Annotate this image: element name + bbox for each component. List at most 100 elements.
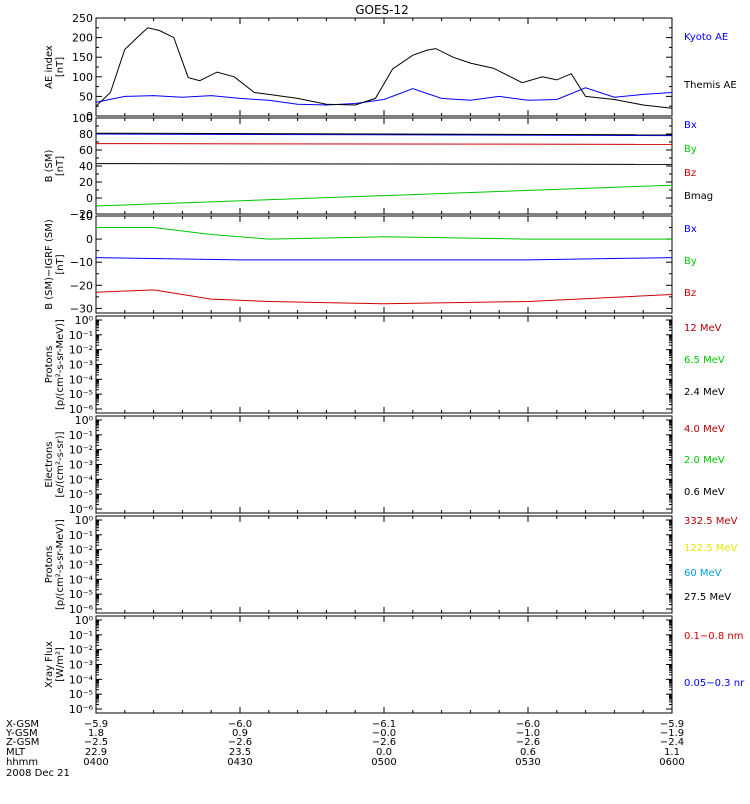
y-axis-label: B (SM)−IGRF (SM) xyxy=(44,219,55,310)
orbit-cell: −1.0 xyxy=(516,728,540,739)
y-tick-label: 10⁻³ xyxy=(69,659,93,672)
y-tick-label: 10⁻³ xyxy=(69,559,93,572)
y-tick-label: 10⁻⁴ xyxy=(69,473,94,486)
panel-frame xyxy=(95,17,673,117)
y-tick-label: 0 xyxy=(86,110,93,123)
orbit-cell: −0.0 xyxy=(372,728,396,739)
orbit-row-label: MLT xyxy=(6,747,26,758)
y-tick-label: 10⁻⁴ xyxy=(69,673,94,686)
y-tick-label: 10⁻² xyxy=(69,444,93,457)
y-tick-label: 80 xyxy=(79,128,93,141)
y-tick-label: 10⁰ xyxy=(75,614,94,627)
y-tick-label: 10⁻⁵ xyxy=(69,688,93,701)
y-tick-label: 10⁰ xyxy=(75,514,94,527)
legend-entry: Bx xyxy=(684,120,697,131)
y-tick-label: 40 xyxy=(79,160,93,173)
y-axis-label: Xray Flux xyxy=(44,641,55,688)
y-tick-label: 50 xyxy=(79,90,93,103)
y-tick-label: 0 xyxy=(86,192,93,205)
orbit-cell: 0.9 xyxy=(232,728,248,739)
y-axis-label: [W/m²] xyxy=(55,647,66,682)
legend-entry: 0.05−0.3 nr xyxy=(684,678,745,689)
series-line xyxy=(95,184,673,207)
y-tick-label: 10⁻⁵ xyxy=(69,388,93,401)
y-tick-label: 10⁻⁶ xyxy=(69,403,94,416)
y-tick-label: 10⁻⁶ xyxy=(69,603,94,616)
y-tick-label: 10⁻⁶ xyxy=(69,703,94,716)
y-tick-label: 10⁻³ xyxy=(69,459,93,472)
legend-entry: Themis AE xyxy=(683,80,737,91)
orbit-cell: −6.0 xyxy=(228,719,252,730)
y-axis-label: Electrons xyxy=(44,441,55,487)
figure-title: GOES-12 xyxy=(355,3,409,17)
y-axis-label: [nT] xyxy=(55,254,66,274)
series-line xyxy=(95,132,673,136)
y-tick-label: 10⁻¹ xyxy=(69,329,93,342)
y-tick-label: 60 xyxy=(79,144,93,157)
panel-frame xyxy=(95,515,673,614)
series-line xyxy=(96,227,672,240)
y-tick-label: 10⁰ xyxy=(75,414,94,427)
y-axis-label: Protons xyxy=(44,346,55,383)
orbit-row-label: Z-GSM xyxy=(6,737,39,748)
orbit-cell: −2.6 xyxy=(228,737,252,748)
y-axis-label: [p/(cm²-s-sr-MeV)] xyxy=(55,519,66,610)
y-tick-label: 20 xyxy=(79,176,93,189)
y-axis-label: [nT] xyxy=(55,57,66,77)
orbit-cell: 22.9 xyxy=(85,747,107,758)
legend-entry: Kyoto AE xyxy=(684,32,728,43)
y-tick-label: 10⁻¹ xyxy=(69,429,93,442)
series-line xyxy=(95,163,673,165)
y-axis-label: [nT] xyxy=(55,156,66,176)
orbit-cell: −2.6 xyxy=(372,737,396,748)
legend-entry: Bz xyxy=(684,168,696,179)
legend-entry: Bz xyxy=(684,288,696,299)
orbit-cell: −6.0 xyxy=(516,719,540,730)
y-tick-label: −20 xyxy=(70,208,93,221)
orbit-cell: −2.5 xyxy=(84,737,108,748)
y-tick-label: −20 xyxy=(70,279,93,292)
y-tick-label: 10 xyxy=(79,210,93,223)
series-line xyxy=(95,257,673,261)
panel-1: 0 50 100 150 200 250 AE index [nT] Kyoto AE Themi… xyxy=(44,12,737,123)
panel-frame xyxy=(95,315,673,414)
orbit-cell: −2.6 xyxy=(516,737,540,748)
y-tick-label: 10⁻⁶ xyxy=(69,503,94,516)
legend-entry: 2.0 MeV xyxy=(684,455,725,466)
orbit-cell: 0600 xyxy=(659,757,684,768)
panel-4: 10⁰ 10⁻¹ 10⁻² 10⁻³10⁻⁴ 10⁻⁵ 10⁻⁶ Protons [p/(cm… xyxy=(44,314,725,416)
y-tick-label: 10⁰ xyxy=(75,314,94,327)
y-tick-label: 10⁻¹ xyxy=(69,529,93,542)
y-axis-label: AE index xyxy=(44,45,55,89)
y-tick-label: 10⁻⁴ xyxy=(69,373,94,386)
panel-7: 10⁰ 10⁻¹ 10⁻² 10⁻³10⁻⁴ 10⁻⁵ 10⁻⁶ Xray Flux [W/m… xyxy=(44,614,745,716)
y-tick-label: 10⁻⁵ xyxy=(69,488,93,501)
y-tick-label: 10⁻⁵ xyxy=(69,588,93,601)
series-line xyxy=(95,143,673,145)
legend-entry: By xyxy=(684,144,697,155)
panel-5: 10⁰ 10⁻¹ 10⁻² 10⁻³10⁻⁴ 10⁻⁵ 10⁻⁶ Electrons [e/(… xyxy=(44,414,725,516)
panel-frame xyxy=(95,117,673,215)
y-tick-label: −10 xyxy=(70,256,93,269)
orbit-cell: 0430 xyxy=(227,757,252,768)
y-tick-label: 10⁻⁴ xyxy=(69,573,94,586)
y-tick-label: 10⁻² xyxy=(69,644,93,657)
orbit-cell: 0.6 xyxy=(520,747,536,758)
orbit-cell: −1.9 xyxy=(660,728,684,739)
legend-entry: 6.5 MeV xyxy=(684,355,725,366)
y-tick-label: 150 xyxy=(72,51,93,64)
y-tick-label: 250 xyxy=(72,12,93,25)
y-tick-label: 100 xyxy=(72,112,93,125)
orbit-cell: 0.0 xyxy=(376,747,392,758)
legend-entry: 27.5 MeV xyxy=(684,592,731,603)
legend-entry: By xyxy=(684,256,697,267)
series-line xyxy=(95,27,673,109)
legend-entry: 332.5 MeV xyxy=(684,516,738,527)
legend-entry: 12 MeV xyxy=(684,323,722,334)
legend-entry: 0.1−0.8 nm xyxy=(684,631,743,642)
orbit-cell: 1.1 xyxy=(664,747,680,758)
y-axis-label: [e/(cm²-s-sr)] xyxy=(55,431,66,497)
